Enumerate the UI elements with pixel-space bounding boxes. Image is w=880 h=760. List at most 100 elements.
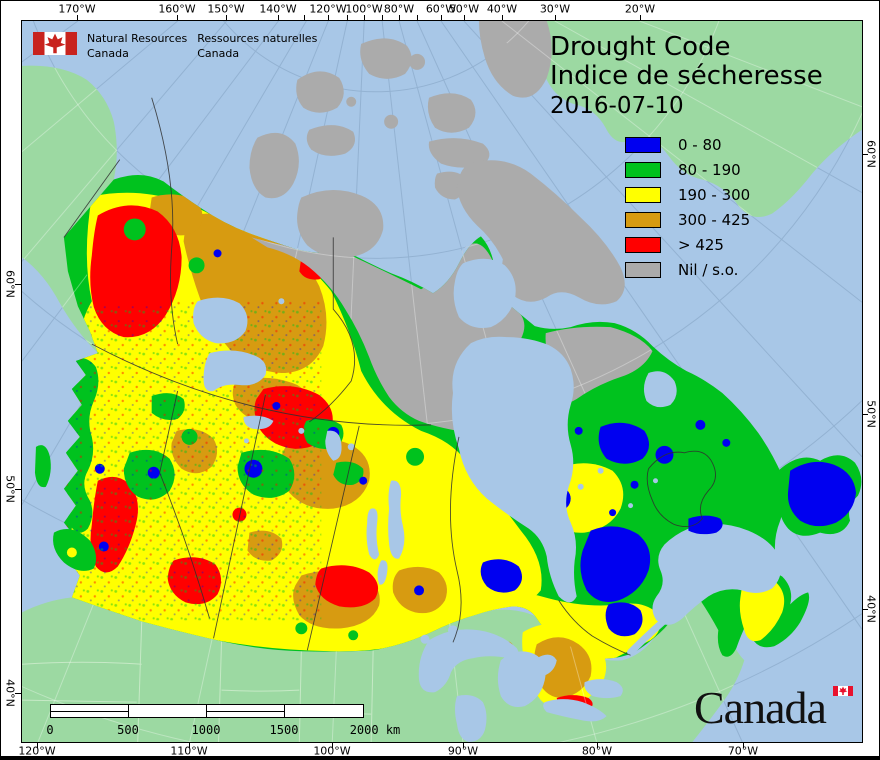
great-bear-lake xyxy=(193,297,248,344)
scalebar-label: 2000 km xyxy=(349,723,401,737)
axis-tick-right xyxy=(862,154,868,155)
legend-item: > 425 xyxy=(625,236,750,254)
axis-tick-top xyxy=(328,15,329,20)
lake-erie xyxy=(543,699,607,722)
scalebar-segment xyxy=(207,705,285,717)
axis-tick-left xyxy=(15,489,21,490)
axis-label-top: 100°W xyxy=(345,2,383,16)
axis-label-left: 50°N xyxy=(3,475,17,503)
axis-tick-bottom xyxy=(37,743,38,748)
legend-swatch xyxy=(625,262,661,278)
legend-item: 0 - 80 xyxy=(625,136,750,154)
axis-tick-right xyxy=(862,609,868,610)
axis-tick-top xyxy=(441,15,442,20)
title-date: 2016-07-10 xyxy=(550,93,684,120)
st-lawrence-river xyxy=(627,594,692,656)
legend-item: 80 - 190 xyxy=(625,161,750,179)
axis-label-top: 120°W xyxy=(309,2,347,16)
axis-tick-bottom xyxy=(743,743,744,748)
legend: 0 - 80 80 - 190 190 - 300 300 - 425 > 425 Nil… xyxy=(625,136,751,287)
provincial-borders xyxy=(63,97,716,656)
axis-tick-top xyxy=(278,15,279,20)
lake-huron xyxy=(497,651,546,707)
title-line-en: Drought Code xyxy=(550,32,731,62)
axis-tick-top-minor xyxy=(304,15,305,20)
government-logo: Natural Resources Canada Ressources natu… xyxy=(33,32,317,62)
axis-label-top: 160°W xyxy=(158,2,196,16)
axis-tick-right xyxy=(862,414,868,415)
map-title: Drought Code Indice de sécheresse 2016-0… xyxy=(550,32,823,121)
scalebar-label: 0 xyxy=(46,723,54,737)
axis-label-top: 60°W xyxy=(425,2,457,16)
legend-item: 190 - 300 xyxy=(625,186,751,204)
scalebar-segment xyxy=(51,705,129,717)
axis-tick-bottom xyxy=(463,743,464,748)
legend-item: Nil / s.o. xyxy=(625,261,750,279)
scalebar-bar xyxy=(50,704,364,718)
legend-swatch xyxy=(625,162,661,178)
axis-tick-top xyxy=(177,15,178,20)
wordmark-text: Canada xyxy=(694,682,827,733)
scalebar-label: 1000 xyxy=(191,723,221,737)
legend-swatch xyxy=(625,237,661,253)
axis-label-left: 40°N xyxy=(3,679,17,707)
title-line-fr: Indice de sécheresse xyxy=(550,61,823,92)
axis-label-top: 40°W xyxy=(486,2,518,16)
axis-tick-top-minor xyxy=(382,15,383,20)
axis-label-top: 30°W xyxy=(539,2,571,16)
axis-tick-left xyxy=(15,693,21,694)
axis-tick-top xyxy=(502,15,503,20)
legend-label: 80 - 190 xyxy=(678,161,741,179)
axis-label-bottom: 90°W xyxy=(447,744,479,758)
legend-item: 300 - 425 xyxy=(625,211,750,229)
legend-label: > 425 xyxy=(678,236,724,254)
axis-label-top: 140°W xyxy=(259,2,297,16)
axis-tick-top xyxy=(77,15,78,20)
axis-label-top: 80°W xyxy=(383,2,415,16)
axis-tick-top xyxy=(464,15,465,20)
axis-tick-left xyxy=(15,284,21,285)
hudson-bay xyxy=(451,336,577,603)
scalebar: 0 500 1000 1500 2000 km xyxy=(46,704,400,738)
axis-tick-top xyxy=(555,15,556,20)
legend-label: Nil / s.o. xyxy=(678,261,739,279)
axis-label-top: 150°W xyxy=(207,2,245,16)
legend-swatch xyxy=(625,137,661,153)
axis-label-bottom: 120°W xyxy=(18,744,56,758)
lake-michigan xyxy=(454,694,487,742)
axis-tick-top xyxy=(640,15,641,20)
axis-tick-top xyxy=(226,15,227,20)
lake-superior xyxy=(418,629,519,693)
axis-tick-bottom xyxy=(597,743,598,748)
axis-label-bottom: 80°W xyxy=(581,744,613,758)
map-frame: Natural Resources Canada Ressources natu… xyxy=(21,20,863,743)
axis-label-top: 20°W xyxy=(624,2,656,16)
legend-swatch xyxy=(625,187,661,203)
axis-tick-top-minor xyxy=(347,15,348,20)
axis-tick-bottom xyxy=(189,743,190,748)
axis-tick-top-minor xyxy=(417,15,418,20)
logo-fr-line2: Canada xyxy=(197,46,240,60)
great-slave-lake xyxy=(203,350,267,392)
anticosti-island xyxy=(688,515,723,535)
axis-label-top: 50°W xyxy=(448,2,480,16)
axis-label-bottom: 100°W xyxy=(313,744,351,758)
axis-label-top: 170°W xyxy=(58,2,96,16)
axis-tick-top xyxy=(399,15,400,20)
axis-label-left: 60°N xyxy=(3,270,17,298)
scalebar-segment xyxy=(285,705,363,717)
axis-label-bottom: 110°W xyxy=(170,744,208,758)
lake-ontario xyxy=(584,679,623,699)
logo-en-line2: Canada xyxy=(87,46,129,60)
wordmark-flag-icon xyxy=(833,686,853,696)
scalebar-segment xyxy=(129,705,207,717)
legend-swatch xyxy=(625,212,661,228)
legend-label: 190 - 300 xyxy=(678,186,751,204)
map-canvas xyxy=(22,21,862,742)
water-bodies xyxy=(193,258,782,742)
axis-tick-top xyxy=(364,15,365,20)
logo-fr-line1: Ressources naturelles xyxy=(197,32,318,45)
scalebar-label: 500 xyxy=(117,723,139,737)
ungava-bay xyxy=(643,371,677,408)
